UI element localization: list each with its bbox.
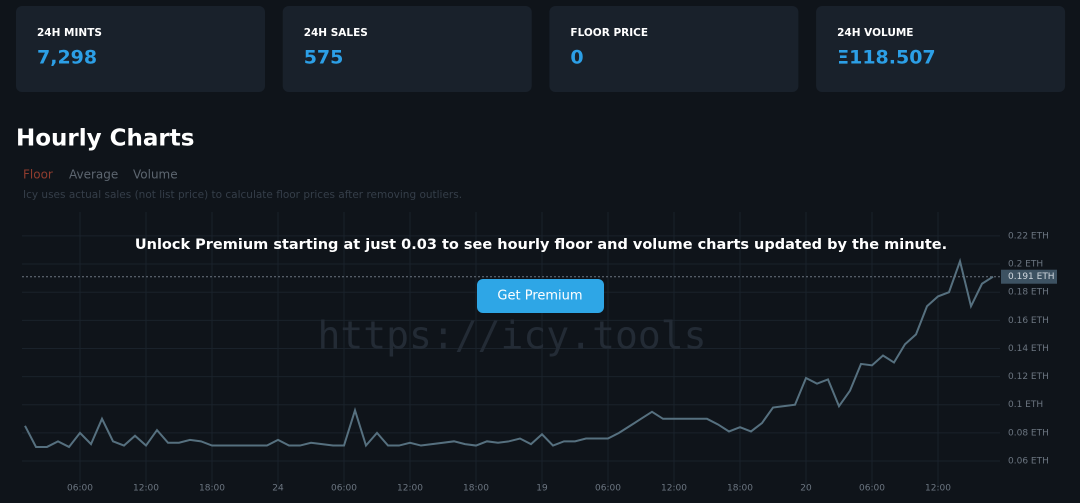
y-tick-label: 0.12 ETH <box>1008 372 1049 382</box>
current-badge <box>1001 269 1057 284</box>
watermark: https://icy.tools <box>318 314 707 358</box>
stat-value: 7,298 <box>37 47 97 69</box>
stat-label: 24H SALES <box>304 27 368 39</box>
tab[interactable]: Floor <box>23 168 53 182</box>
x-tick-label: 18:00 <box>199 484 225 494</box>
premium-button-label[interactable]: Get Premium <box>497 289 582 304</box>
stat-value: 0 <box>570 47 583 69</box>
y-tick-label: 0.18 ETH <box>1008 288 1049 298</box>
x-tick-label: 12:00 <box>397 484 423 494</box>
stat-card <box>16 6 265 92</box>
x-tick-label: 18:00 <box>727 484 753 494</box>
stat-value: Ξ118.507 <box>837 47 936 69</box>
tab[interactable]: Volume <box>133 168 178 182</box>
y-tick-label: 0.16 ETH <box>1008 316 1049 326</box>
stat-value: 575 <box>304 47 344 69</box>
x-tick-label: 12:00 <box>133 484 159 494</box>
y-tick-label: 0.1 ETH <box>1008 400 1043 410</box>
x-tick-label: 12:00 <box>925 484 951 494</box>
y-tick-label: 0.22 ETH <box>1008 231 1049 241</box>
x-tick-label: 18:00 <box>463 484 489 494</box>
x-tick-label: 12:00 <box>661 484 687 494</box>
y-tick-label: 0.14 ETH <box>1008 344 1049 354</box>
y-tick-label: 0.2 ETH <box>1008 260 1043 270</box>
x-tick-label: 06:00 <box>67 484 93 494</box>
x-tick-label: 19 <box>536 484 548 494</box>
stat-label: FLOOR PRICE <box>570 27 648 39</box>
stat-card <box>282 6 532 92</box>
stat-card <box>816 6 1066 92</box>
x-tick-label: 06:00 <box>859 484 885 494</box>
heading: Hourly Charts <box>16 126 194 152</box>
stat-label: 24H MINTS <box>37 27 102 39</box>
x-tick-label: 24 <box>272 484 284 494</box>
stat-label: 24H VOLUME <box>837 27 913 39</box>
x-tick-label: 20 <box>800 484 812 494</box>
y-tick-label: 0.06 ETH <box>1008 457 1049 467</box>
premium-message: Unlock Premium starting at just 0.03 to … <box>135 237 947 253</box>
current-label: 0.191 ETH <box>1008 272 1055 282</box>
stat-card <box>549 6 799 92</box>
y-tick-label: 0.08 ETH <box>1008 428 1049 438</box>
tab[interactable]: Average <box>69 168 118 182</box>
x-tick-label: 06:00 <box>331 484 357 494</box>
premium-button[interactable] <box>477 279 604 313</box>
note: Icy uses actual sales (not list price) t… <box>23 189 462 201</box>
price-line <box>24 257 994 449</box>
x-tick-label: 06:00 <box>595 484 621 494</box>
